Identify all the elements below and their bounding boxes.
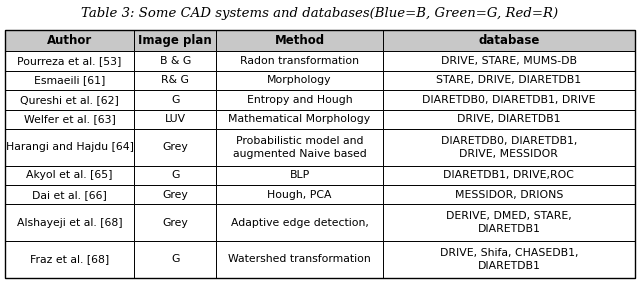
- Text: Entropy and Hough: Entropy and Hough: [247, 95, 353, 105]
- Text: Mathematical Morphology: Mathematical Morphology: [228, 114, 371, 124]
- Bar: [134, 204, 216, 241]
- Text: DIARETDB0, DIARETDB1, DRIVE: DIARETDB0, DIARETDB1, DRIVE: [422, 95, 596, 105]
- Bar: [5, 110, 134, 129]
- Text: Akyol et al. [65]: Akyol et al. [65]: [26, 170, 113, 180]
- Bar: [383, 204, 635, 241]
- Text: Watershed transformation: Watershed transformation: [228, 254, 371, 265]
- Text: DRIVE, STARE, MUMS-DB: DRIVE, STARE, MUMS-DB: [441, 56, 577, 66]
- Text: DIARETDB0, DIARETDB1,
DRIVE, MESSIDOR: DIARETDB0, DIARETDB1, DRIVE, MESSIDOR: [441, 136, 577, 159]
- Bar: [216, 185, 383, 204]
- Bar: [216, 241, 383, 278]
- Text: G: G: [171, 95, 179, 105]
- Text: DIARETDB1, DRIVE,ROC: DIARETDB1, DRIVE,ROC: [444, 170, 574, 180]
- Text: Fraz et al. [68]: Fraz et al. [68]: [30, 254, 109, 265]
- Text: R& G: R& G: [161, 76, 189, 85]
- Text: BLP: BLP: [289, 170, 310, 180]
- Bar: [216, 71, 383, 90]
- Text: Adaptive edge detection,: Adaptive edge detection,: [230, 218, 369, 228]
- Bar: [383, 110, 635, 129]
- Text: G: G: [171, 170, 179, 180]
- Text: LUV: LUV: [164, 114, 186, 124]
- Text: DRIVE, Shifa, CHASEDB1,
DIARETDB1: DRIVE, Shifa, CHASEDB1, DIARETDB1: [440, 248, 578, 271]
- Text: Pourreza et al. [53]: Pourreza et al. [53]: [17, 56, 122, 66]
- Bar: [134, 51, 216, 71]
- Bar: [5, 241, 134, 278]
- Bar: [383, 51, 635, 71]
- Bar: [216, 129, 383, 166]
- Bar: [5, 185, 134, 204]
- Text: DERIVE, DMED, STARE,
DIARETDB1: DERIVE, DMED, STARE, DIARETDB1: [446, 211, 572, 234]
- Text: Harangi and Hajdu [64]: Harangi and Hajdu [64]: [6, 142, 134, 152]
- Text: Dai et al. [66]: Dai et al. [66]: [32, 190, 107, 200]
- Bar: [134, 90, 216, 110]
- Text: Author: Author: [47, 34, 92, 47]
- Text: Probabilistic model and
augmented Naive based: Probabilistic model and augmented Naive …: [233, 136, 367, 159]
- Bar: [5, 129, 134, 166]
- Text: Grey: Grey: [163, 142, 188, 152]
- Bar: [216, 90, 383, 110]
- Text: Table 3: Some CAD systems and databases(Blue=B, Green=G, Red=R): Table 3: Some CAD systems and databases(…: [81, 7, 559, 20]
- Bar: [134, 30, 216, 51]
- Bar: [134, 166, 216, 185]
- Bar: [383, 90, 635, 110]
- Bar: [383, 129, 635, 166]
- Bar: [5, 30, 134, 51]
- Text: Welfer et al. [63]: Welfer et al. [63]: [24, 114, 116, 124]
- Text: B & G: B & G: [159, 56, 191, 66]
- Bar: [134, 185, 216, 204]
- Bar: [383, 166, 635, 185]
- Text: MESSIDOR, DRIONS: MESSIDOR, DRIONS: [455, 190, 563, 200]
- Bar: [5, 71, 134, 90]
- Text: Esmaeili [61]: Esmaeili [61]: [34, 76, 106, 85]
- Bar: [383, 185, 635, 204]
- Bar: [216, 204, 383, 241]
- Text: Alshayeji et al. [68]: Alshayeji et al. [68]: [17, 218, 122, 228]
- Bar: [134, 241, 216, 278]
- Bar: [383, 30, 635, 51]
- Text: Method: Method: [275, 34, 324, 47]
- Bar: [216, 30, 383, 51]
- Bar: [216, 166, 383, 185]
- Bar: [5, 30, 635, 278]
- Text: Image plan: Image plan: [138, 34, 212, 47]
- Bar: [383, 241, 635, 278]
- Text: STARE, DRIVE, DIARETDB1: STARE, DRIVE, DIARETDB1: [436, 76, 582, 85]
- Text: DRIVE, DIARETDB1: DRIVE, DIARETDB1: [457, 114, 561, 124]
- Bar: [5, 90, 134, 110]
- Bar: [383, 71, 635, 90]
- Bar: [134, 110, 216, 129]
- Text: Grey: Grey: [163, 190, 188, 200]
- Text: G: G: [171, 254, 179, 265]
- Text: Qureshi et al. [62]: Qureshi et al. [62]: [20, 95, 119, 105]
- Bar: [5, 51, 134, 71]
- Bar: [5, 166, 134, 185]
- Text: database: database: [478, 34, 540, 47]
- Bar: [5, 204, 134, 241]
- Text: Morphology: Morphology: [268, 76, 332, 85]
- Bar: [216, 51, 383, 71]
- Text: Grey: Grey: [163, 218, 188, 228]
- Bar: [216, 110, 383, 129]
- Bar: [134, 129, 216, 166]
- Text: Hough, PCA: Hough, PCA: [268, 190, 332, 200]
- Bar: [134, 71, 216, 90]
- Text: Radon transformation: Radon transformation: [240, 56, 359, 66]
